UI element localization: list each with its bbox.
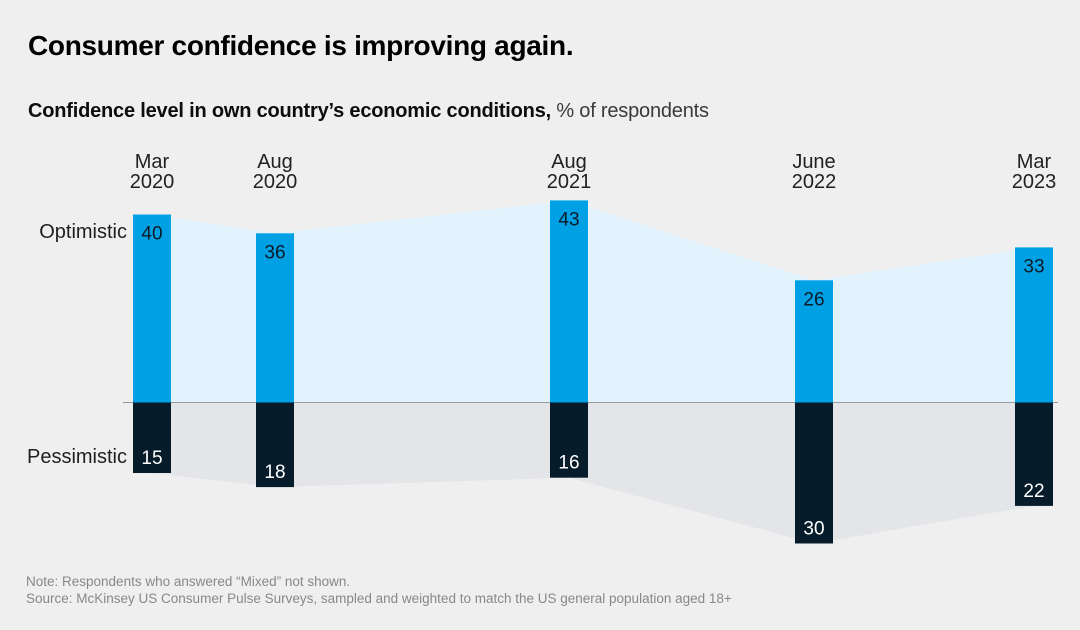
footnote-block: Note: Respondents who answered “Mixed” n…	[26, 573, 732, 607]
pessimistic-bar	[550, 402, 588, 478]
pessimistic-bar	[1015, 402, 1053, 506]
optimistic-value-label: 26	[803, 289, 824, 310]
optimistic-value-label: 43	[558, 209, 579, 230]
pessimistic-value-label: 30	[803, 519, 824, 540]
category-label-line2: 2021	[547, 171, 592, 193]
category-label-line2: 2022	[792, 171, 837, 193]
optimistic-bar	[795, 280, 833, 403]
category-label-line2: 2020	[130, 171, 175, 193]
category-label-line1: Mar	[135, 151, 170, 173]
chart-subtitle-bold: Confidence level in own country’s econom…	[28, 100, 551, 122]
pessimistic-bar	[133, 402, 171, 473]
pessimistic-bar	[256, 402, 294, 488]
chart-subtitle-unit: % of respondents	[550, 100, 709, 122]
pessimistic-value-label: 15	[141, 448, 162, 469]
footnote-source: Source: McKinsey US Consumer Pulse Surve…	[26, 591, 732, 606]
optimistic-value-label: 33	[1023, 256, 1044, 277]
category-label-line1: Mar	[1017, 151, 1052, 173]
chart-subtitle: Confidence level in own country’s econom…	[28, 100, 709, 123]
footnote-note: Note: Respondents who answered “Mixed” n…	[26, 574, 351, 589]
category-label-line2: 2023	[1012, 171, 1057, 193]
optimistic-bar	[256, 233, 294, 403]
category-label-line1: June	[792, 151, 835, 173]
row-label-pessimistic: Pessimistic	[26, 446, 127, 468]
pessimistic-value-label: 18	[264, 462, 285, 483]
page-title: Consumer confidence is improving again.	[28, 30, 574, 61]
row-label-optimistic: Optimistic	[39, 221, 127, 243]
category-label-line1: Aug	[551, 151, 587, 173]
optimistic-bar	[550, 200, 588, 403]
pessimistic-value-label: 22	[1023, 481, 1044, 502]
category-label-line2: 2020	[253, 171, 298, 193]
optimistic-bar	[133, 214, 171, 403]
optimistic-value-label: 40	[141, 224, 162, 245]
category-label-line1: Aug	[257, 151, 293, 173]
optimistic-value-label: 36	[264, 242, 285, 263]
pessimistic-value-label: 16	[558, 453, 579, 474]
optimistic-bar	[1015, 247, 1053, 403]
pessimistic-bar	[795, 402, 833, 544]
